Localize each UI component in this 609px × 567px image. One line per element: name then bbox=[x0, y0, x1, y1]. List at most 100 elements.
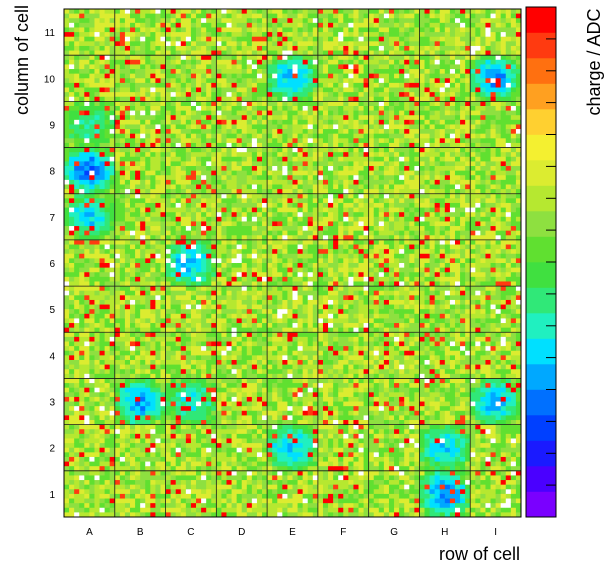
heatmap-pixel bbox=[241, 193, 248, 199]
heatmap-pixel bbox=[201, 55, 207, 61]
heatmap-pixel bbox=[292, 503, 298, 509]
heatmap-pixel bbox=[236, 105, 243, 111]
heatmap-pixel bbox=[124, 493, 131, 499]
heatmap-pixel bbox=[79, 69, 85, 75]
heatmap-pixel bbox=[231, 18, 238, 24]
heatmap-pixel bbox=[246, 124, 253, 130]
heatmap-pixel bbox=[282, 304, 288, 310]
heatmap-pixel bbox=[124, 295, 131, 301]
heatmap-pixel bbox=[226, 216, 232, 222]
heatmap-pixel bbox=[69, 286, 75, 292]
heatmap-pixel bbox=[84, 456, 90, 462]
heatmap-pixel bbox=[231, 489, 238, 495]
heatmap-pixel bbox=[277, 263, 283, 269]
heatmap-pixel bbox=[84, 392, 90, 398]
heatmap-pixel bbox=[104, 129, 111, 135]
heatmap-pixel bbox=[236, 503, 243, 509]
heatmap-pixel bbox=[165, 401, 172, 407]
heatmap-pixel bbox=[145, 124, 151, 130]
heatmap-pixel bbox=[180, 309, 187, 315]
heatmap-pixel bbox=[201, 138, 207, 144]
heatmap-pixel bbox=[140, 156, 146, 162]
heatmap-pixel bbox=[74, 161, 80, 167]
heatmap-pixel bbox=[231, 281, 238, 287]
heatmap-pixel bbox=[79, 221, 85, 227]
heatmap-pixel bbox=[175, 249, 182, 255]
heatmap-pixel bbox=[135, 36, 141, 42]
heatmap-pixel bbox=[231, 235, 238, 241]
heatmap-pixel bbox=[64, 226, 70, 232]
heatmap-pixel bbox=[190, 276, 197, 282]
heatmap-pixel bbox=[282, 253, 288, 259]
heatmap-pixel bbox=[84, 212, 90, 218]
heatmap-pixel bbox=[160, 235, 166, 241]
heatmap-pixel bbox=[94, 27, 100, 33]
heatmap-pixel bbox=[206, 452, 212, 458]
heatmap-pixel bbox=[221, 290, 227, 296]
heatmap-pixel bbox=[267, 295, 273, 301]
heatmap-pixel bbox=[69, 36, 75, 42]
heatmap-pixel bbox=[74, 373, 80, 379]
heatmap-pixel bbox=[175, 286, 182, 292]
heatmap-pixel bbox=[109, 318, 116, 324]
heatmap-pixel bbox=[226, 221, 232, 227]
heatmap-pixel bbox=[175, 327, 182, 333]
heatmap-pixel bbox=[89, 156, 95, 162]
heatmap-pixel bbox=[307, 387, 314, 393]
heatmap-pixel bbox=[175, 336, 182, 342]
heatmap-pixel bbox=[69, 480, 75, 486]
heatmap-pixel bbox=[99, 443, 106, 449]
heatmap-pixel bbox=[272, 429, 278, 435]
heatmap-pixel bbox=[206, 276, 212, 282]
heatmap-pixel bbox=[277, 461, 283, 467]
heatmap-pixel bbox=[135, 299, 141, 305]
heatmap-pixel bbox=[262, 166, 268, 172]
heatmap-pixel bbox=[231, 470, 238, 476]
heatmap-pixel bbox=[150, 447, 156, 453]
heatmap-pixel bbox=[119, 355, 126, 361]
heatmap-pixel bbox=[140, 253, 146, 259]
heatmap-pixel bbox=[231, 198, 238, 204]
heatmap-pixel bbox=[165, 387, 172, 393]
heatmap-pixel bbox=[282, 309, 288, 315]
heatmap-pixel bbox=[130, 124, 136, 130]
heatmap-pixel bbox=[64, 202, 70, 208]
heatmap-pixel bbox=[297, 369, 304, 375]
heatmap-pixel bbox=[145, 129, 151, 135]
heatmap-pixel bbox=[175, 101, 182, 107]
heatmap-pixel bbox=[221, 207, 227, 213]
heatmap-pixel bbox=[256, 452, 263, 458]
heatmap-pixel bbox=[277, 424, 283, 430]
heatmap-pixel bbox=[89, 503, 95, 509]
heatmap-pixel bbox=[196, 152, 202, 158]
heatmap-pixel bbox=[262, 138, 268, 144]
heatmap-pixel bbox=[241, 350, 248, 356]
heatmap-pixel bbox=[94, 512, 100, 518]
heatmap-pixel bbox=[79, 378, 85, 384]
heatmap-pixel bbox=[119, 443, 126, 449]
heatmap-pixel bbox=[69, 443, 75, 449]
heatmap-pixel bbox=[109, 447, 116, 453]
heatmap-pixel bbox=[99, 290, 106, 296]
heatmap-pixel bbox=[64, 249, 70, 255]
heatmap-pixel bbox=[170, 110, 177, 116]
heatmap-pixel bbox=[267, 470, 273, 476]
heatmap-pixel bbox=[94, 110, 100, 116]
heatmap-pixel bbox=[216, 152, 222, 158]
heatmap-pixel bbox=[282, 373, 288, 379]
heatmap-pixel bbox=[94, 323, 100, 329]
heatmap-pixel bbox=[251, 96, 258, 102]
heatmap-pixel bbox=[79, 105, 85, 111]
heatmap-pixel bbox=[272, 438, 278, 444]
heatmap-pixel bbox=[226, 9, 232, 15]
heatmap-pixel bbox=[175, 299, 182, 305]
heatmap-pixel bbox=[64, 216, 70, 222]
heatmap-pixel bbox=[104, 443, 111, 449]
heatmap-pixel bbox=[130, 235, 136, 241]
heatmap-pixel bbox=[109, 13, 116, 19]
heatmap-pixel bbox=[256, 253, 263, 259]
heatmap-pixel bbox=[196, 350, 202, 356]
heatmap-pixel bbox=[109, 493, 116, 499]
heatmap-pixel bbox=[180, 420, 187, 426]
heatmap-pixel bbox=[170, 142, 177, 148]
